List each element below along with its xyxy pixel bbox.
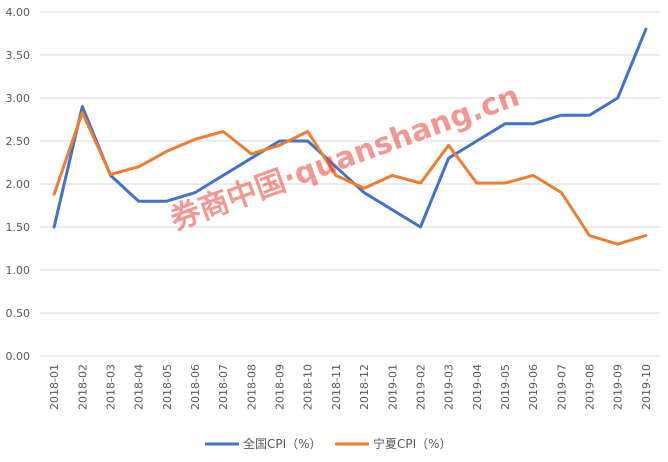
x-tick-label: 2018-10	[302, 364, 315, 410]
grid-lines	[40, 11, 660, 314]
x-tick-label: 2019-10	[640, 364, 653, 410]
x-tick-label: 2019-05	[499, 364, 512, 410]
x-tick-label: 2019-09	[612, 364, 625, 410]
legend-label: 宁夏CPI（%）	[373, 436, 452, 451]
y-tick-label: 1.00	[6, 264, 31, 277]
x-tick-label: 2018-04	[133, 364, 146, 410]
x-tick-label: 2018-02	[76, 364, 89, 410]
x-tick-label: 2018-07	[217, 364, 230, 410]
x-axis-ticks: 2018-01 2018-02 2018-03 2018-04 2018-05 2018-…	[48, 364, 653, 410]
x-tick-label: 2018-03	[104, 364, 117, 410]
y-axis-ticks: 0.00 0.50 1.00 1.50 2.00 2.50 3.00 3.50 4.00	[6, 6, 31, 363]
y-tick-label: 2.50	[6, 135, 31, 148]
x-tick-label: 2018-12	[358, 364, 371, 410]
y-tick-label: 3.00	[6, 92, 31, 105]
legend-label: 全国CPI（%）	[243, 436, 322, 451]
x-tick-label: 2018-06	[189, 364, 202, 410]
y-tick-label: 4.00	[6, 6, 31, 19]
x-tick-label: 2019-07	[555, 364, 568, 410]
y-tick-label: 1.50	[6, 221, 31, 234]
y-tick-label: 0.50	[6, 307, 31, 320]
x-tick-label: 2018-05	[161, 364, 174, 410]
series-lines	[52, 27, 648, 246]
watermark: 券商中国·quanshang.cn	[166, 79, 524, 238]
x-tick-label: 2018-11	[330, 364, 343, 410]
x-tick-label: 2018-09	[274, 364, 287, 410]
y-tick-label: 3.50	[6, 49, 31, 62]
y-tick-label: 2.00	[6, 178, 31, 191]
series-line-0	[52, 27, 648, 229]
series-line-1	[52, 111, 648, 246]
x-tick-label: 2019-04	[471, 364, 484, 410]
x-tick-label: 2019-03	[443, 364, 456, 410]
x-tick-label: 2018-08	[245, 364, 258, 410]
x-tick-label: 2019-06	[527, 364, 540, 410]
x-tick-label: 2019-08	[584, 364, 597, 410]
x-tick-label: 2018-01	[48, 364, 61, 410]
legend: 全国CPI（%） 宁夏CPI（%）	[205, 436, 452, 451]
y-tick-label: 0.00	[6, 350, 31, 363]
x-tick-label: 2019-02	[414, 364, 427, 410]
x-tick-label: 2019-01	[386, 364, 399, 410]
